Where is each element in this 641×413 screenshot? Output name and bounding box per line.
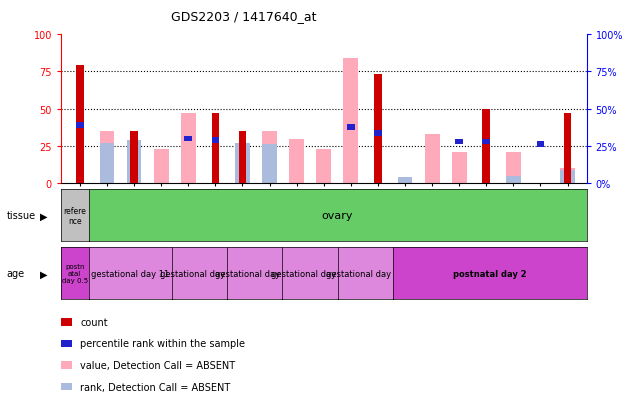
Text: tissue: tissue [6,211,35,221]
Bar [397,178,412,184]
Bar [316,150,331,184]
Bar [452,152,467,184]
Bar [262,145,277,184]
Bar [212,138,219,144]
Bar [347,124,354,130]
Bar [483,139,490,145]
Text: gestational day 11: gestational day 11 [91,269,169,278]
Text: gestational day 16: gestational day 16 [271,269,349,278]
Bar [99,144,114,184]
Text: count: count [80,317,108,327]
Bar [154,150,169,184]
Bar [130,132,138,184]
Text: postnatal day 2: postnatal day 2 [453,269,526,278]
Bar [374,130,381,136]
Bar [506,152,520,184]
Bar [76,66,84,184]
Bar [262,132,277,184]
Bar [506,176,520,184]
Text: gestational day 18: gestational day 18 [326,269,404,278]
Bar [181,114,196,184]
Bar [344,59,358,184]
Bar [235,144,250,184]
Text: gestational day 14: gestational day 14 [215,269,294,278]
Bar [537,142,544,148]
Bar [560,171,575,184]
Bar [127,141,142,184]
Text: GDS2203 / 1417640_at: GDS2203 / 1417640_at [171,10,316,23]
Text: rank, Detection Call = ABSENT: rank, Detection Call = ABSENT [80,382,230,392]
Bar [99,132,114,184]
Bar [185,136,192,142]
Bar [238,132,246,184]
Bar [560,169,575,184]
Bar [374,75,381,184]
Text: percentile rank within the sample: percentile rank within the sample [80,339,245,349]
Text: postn
atal
day 0.5: postn atal day 0.5 [62,263,88,284]
Bar [212,114,219,184]
Text: refere
nce: refere nce [63,206,86,225]
Text: ovary: ovary [322,211,353,221]
Bar [289,139,304,184]
Bar [76,123,84,129]
Bar [483,109,490,184]
Text: value, Detection Call = ABSENT: value, Detection Call = ABSENT [80,360,235,370]
Bar [424,135,440,184]
Bar [563,114,571,184]
Text: gestational day 12: gestational day 12 [160,269,238,278]
Bar [455,139,463,145]
Text: ▶: ▶ [40,268,47,279]
Text: age: age [6,268,24,279]
Text: ▶: ▶ [40,211,47,221]
